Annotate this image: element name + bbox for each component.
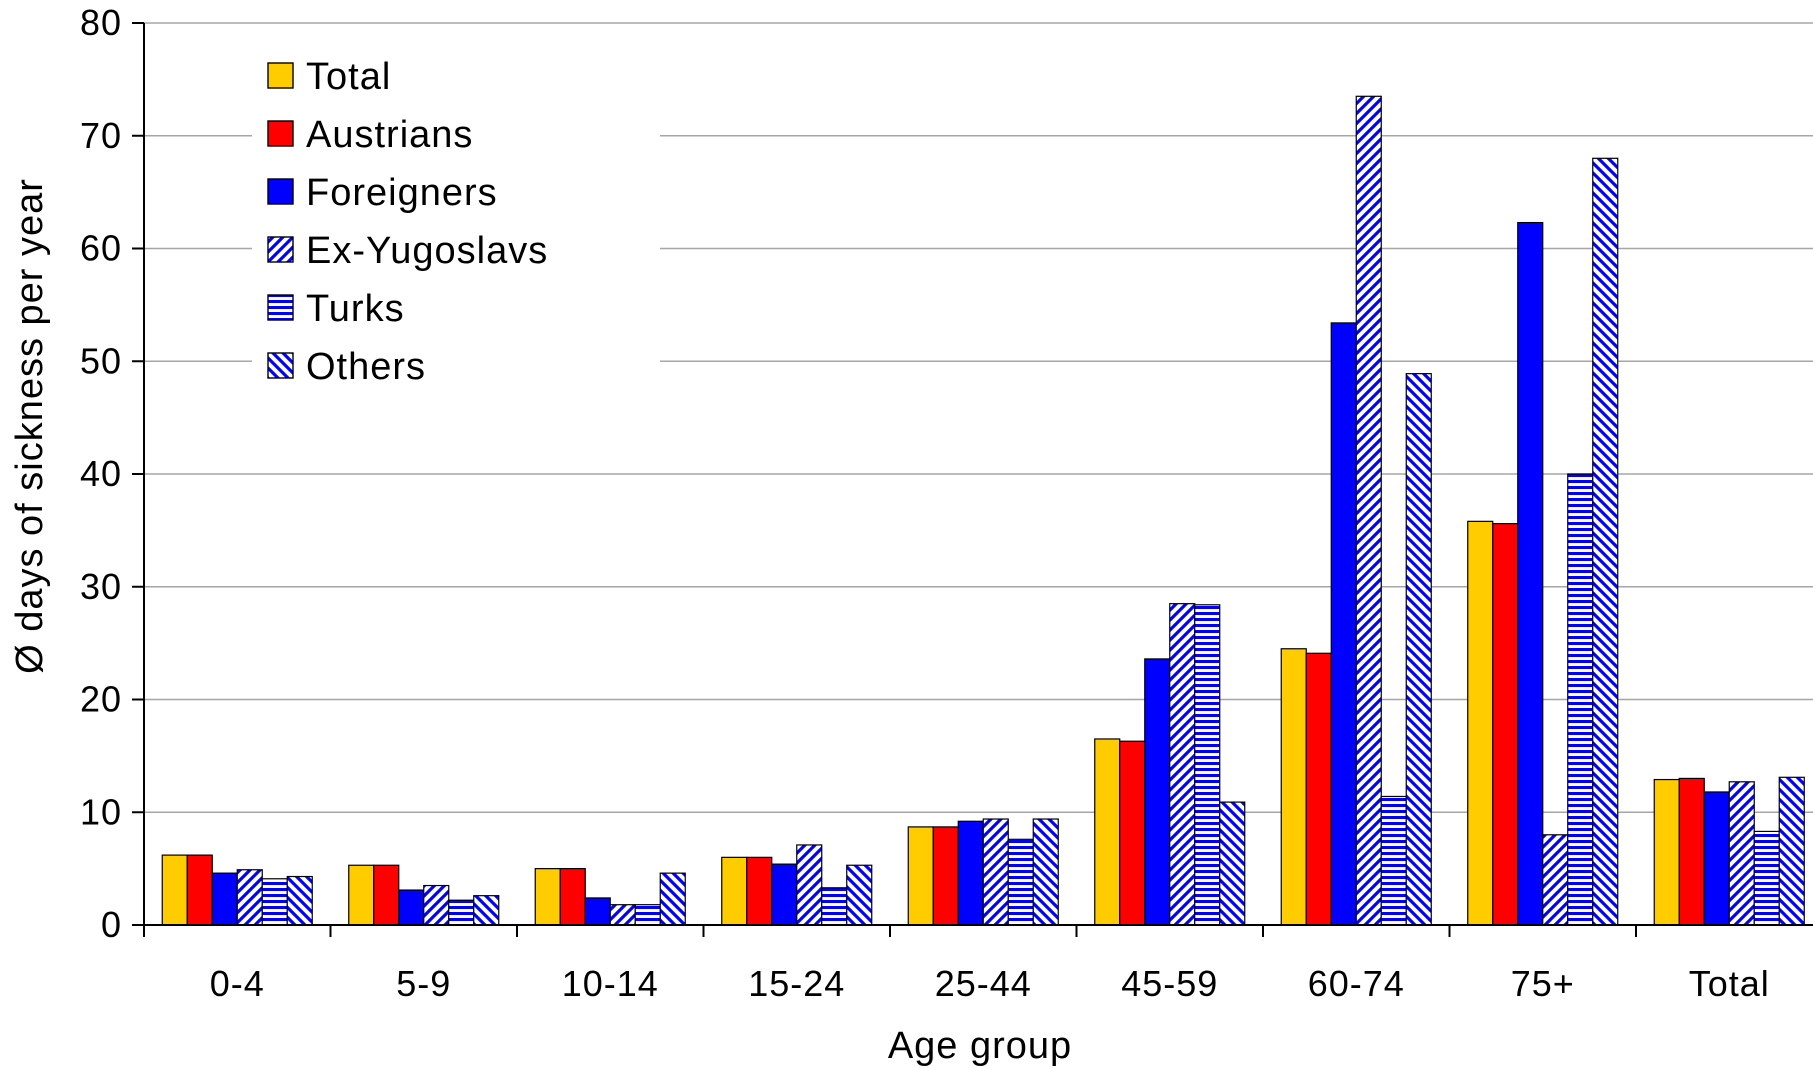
bar-foreigners-60-74: [1330, 322, 1357, 926]
bar-ex-yugoslavs-60-74: [1355, 95, 1382, 926]
y-tick-label: 30: [80, 566, 122, 607]
bar-others-15-24: [846, 864, 873, 926]
bar-others-45-59: [1219, 801, 1246, 926]
legend-label: Total: [306, 56, 391, 98]
legend-swatch: [267, 352, 294, 379]
y-axis-title: Ø days of sickness per year: [9, 178, 51, 674]
bar-turks-75+: [1567, 473, 1594, 926]
bar-total-0-4: [161, 854, 188, 926]
x-axis-title: Age group: [888, 1025, 1072, 1067]
x-tick-label: 5-9: [396, 963, 451, 1004]
bar-others-10-14: [659, 872, 686, 926]
bar-total-5-9: [348, 864, 375, 926]
legend-label: Others: [306, 346, 426, 388]
bar-total-10-14: [534, 868, 561, 926]
bar-others-0-4: [286, 875, 313, 926]
bar-turks-60-74: [1380, 795, 1407, 926]
bar-ex-yugoslavs-15-24: [796, 844, 823, 926]
bar-ex-yugoslavs-5-9: [423, 884, 450, 926]
bar-ex-yugoslavs-25-44: [982, 818, 1009, 926]
legend-swatch: [267, 236, 294, 263]
legend-label: Foreigners: [306, 172, 498, 214]
bar-turks-25-44: [1007, 838, 1034, 926]
y-tick-label: 0: [101, 904, 122, 945]
legend-label: Turks: [306, 288, 405, 330]
bar-total-45-59: [1094, 738, 1121, 926]
bar-foreigners-total: [1703, 791, 1730, 926]
y-tick-label: 80: [80, 2, 122, 43]
bar-ex-yugoslavs-total: [1728, 781, 1755, 926]
bar-others-25-44: [1032, 818, 1059, 926]
x-tick-label: Total: [1689, 963, 1770, 1004]
bar-foreigners-25-44: [957, 820, 984, 926]
bar-total-25-44: [907, 826, 934, 926]
bar-ex-yugoslavs-10-14: [609, 904, 636, 926]
bar-austrians-45-59: [1119, 740, 1146, 926]
x-tick-label: 45-59: [1121, 963, 1218, 1004]
bar-ex-yugoslavs-75+: [1542, 834, 1569, 926]
bar-turks-total: [1753, 830, 1780, 926]
bar-austrians-25-44: [932, 826, 959, 926]
axes: 0 10 20 30 40 50 60 70 80 0-4 5-9 10-14 15-24 25-44 45…: [80, 2, 1813, 1004]
bar-foreigners-45-59: [1144, 658, 1171, 926]
bar-foreigners-0-4: [211, 872, 238, 926]
y-tick-label: 50: [80, 340, 122, 381]
bar-others-60-74: [1405, 373, 1432, 926]
bar-ex-yugoslavs-45-59: [1169, 603, 1196, 926]
legend-label: Austrians: [306, 114, 473, 156]
legend-background: [252, 40, 660, 402]
x-tick-label: 75+: [1511, 963, 1575, 1004]
bar-total-75+: [1467, 520, 1494, 926]
y-tick-label: 40: [80, 453, 122, 494]
x-tick-label: 25-44: [935, 963, 1032, 1004]
x-tick-label: 60-74: [1308, 963, 1405, 1004]
bar-foreigners-75+: [1517, 221, 1544, 926]
x-tick-label: 10-14: [562, 963, 659, 1004]
bar-others-5-9: [473, 895, 500, 926]
bar-turks-10-14: [634, 904, 661, 926]
bar-others-75+: [1592, 157, 1619, 926]
bar-austrians-total: [1678, 777, 1705, 926]
bar-total-total: [1653, 778, 1680, 926]
y-tick-label: 10: [80, 791, 122, 832]
legend-swatch: [267, 120, 294, 147]
bar-austrians-5-9: [373, 864, 400, 926]
legend-swatch: [267, 178, 294, 205]
bar-turks-5-9: [448, 899, 475, 926]
y-tick-label: 60: [80, 228, 122, 269]
bar-ex-yugoslavs-0-4: [236, 869, 263, 926]
bar-austrians-15-24: [746, 856, 773, 926]
bar-austrians-75+: [1492, 523, 1519, 926]
y-tick-label: 20: [80, 679, 122, 720]
legend-swatch: [267, 294, 294, 321]
bar-turks-45-59: [1194, 604, 1221, 926]
bar-foreigners-10-14: [584, 897, 611, 926]
bar-foreigners-15-24: [771, 863, 798, 926]
legend: Total Austrians Foreigners Ex-Yugoslavs Turk…: [252, 40, 660, 402]
bar-austrians-10-14: [559, 868, 586, 926]
x-tick-label: 15-24: [748, 963, 845, 1004]
bar-foreigners-5-9: [398, 889, 425, 926]
bar-total-60-74: [1280, 648, 1307, 926]
y-tick-label: 70: [80, 115, 122, 156]
legend-label: Ex-Yugoslavs: [306, 230, 548, 272]
bar-austrians-60-74: [1305, 652, 1332, 926]
legend-swatch: [267, 62, 294, 89]
x-tick-label: 0-4: [210, 963, 265, 1004]
bar-total-15-24: [721, 856, 748, 926]
bar-turks-15-24: [821, 887, 848, 926]
bar-turks-0-4: [261, 878, 288, 926]
bar-others-total: [1778, 776, 1805, 926]
bar-austrians-0-4: [186, 854, 213, 926]
bars: [161, 95, 1805, 926]
